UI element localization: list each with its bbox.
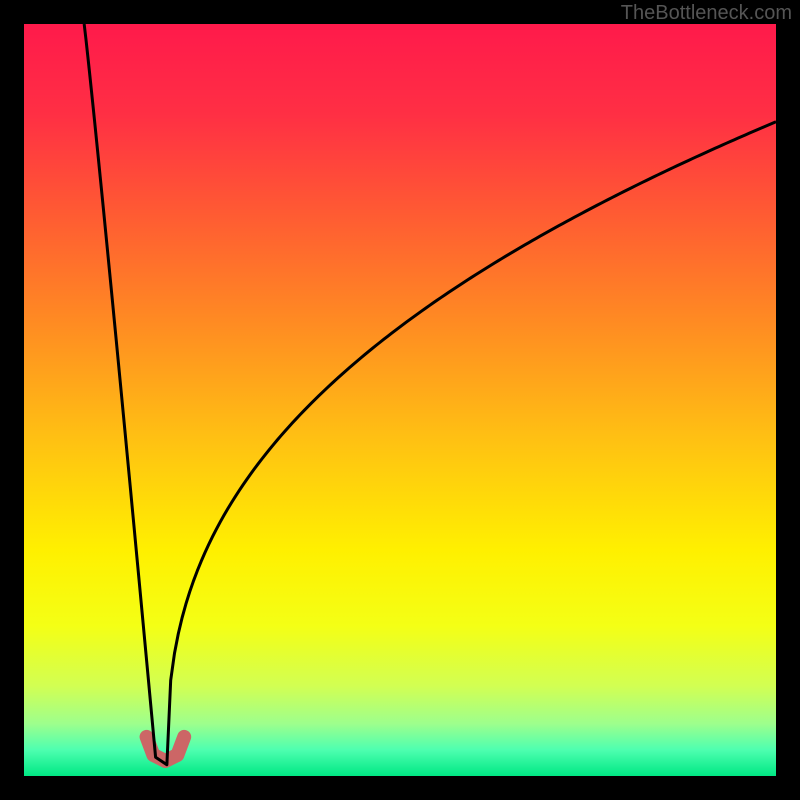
chart-container: TheBottleneck.com: [0, 0, 800, 800]
gradient-background: [24, 24, 776, 776]
gradient-curve-chart: [24, 24, 776, 776]
plot-area: [24, 24, 776, 776]
watermark-text: TheBottleneck.com: [621, 2, 792, 25]
